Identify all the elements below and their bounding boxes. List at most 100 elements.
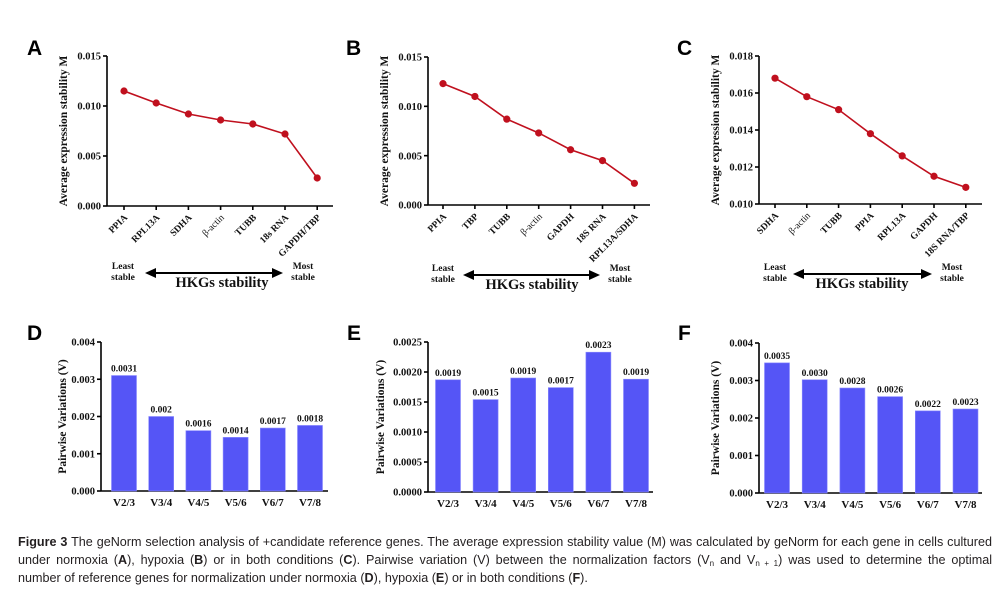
y-tick-label: 0.0000	[393, 488, 422, 499]
x-tick-label: β-actin	[787, 211, 813, 237]
y-tick-label: 0.003	[71, 375, 95, 386]
caption-text: number of reference genes for normalizat…	[18, 571, 365, 585]
most-stable-label-line1: Most	[293, 262, 314, 272]
bar	[585, 351, 612, 493]
data-point	[630, 179, 639, 187]
most-stable-label-line2: stable	[608, 275, 632, 285]
data-point	[120, 87, 128, 95]
y-tick-label: 0.018	[729, 52, 753, 63]
caption-bold-text: D	[364, 571, 374, 585]
y-tick-label: 0.015	[398, 53, 422, 64]
x-tick-label: V2/3	[766, 499, 789, 511]
caption-bold-text: F	[572, 571, 581, 585]
caption-subscript: n	[709, 559, 715, 568]
panel-f: F 0.000 0.001 0.002 0.003 0.004 Pairwise Varia…	[678, 322, 982, 511]
bar-value-label: 0.0023	[952, 398, 978, 408]
data-point	[503, 115, 511, 123]
bar-value-label: 0.0030	[802, 369, 828, 379]
data-point	[898, 152, 906, 160]
caption-text: ) was used to determine the optimal	[778, 553, 992, 567]
y-tick-label: 0.005	[77, 152, 101, 163]
bar	[510, 377, 537, 493]
data-point	[535, 129, 543, 137]
bar-value-label: 0.0026	[877, 386, 903, 396]
x-tick-label: SDHA	[755, 211, 781, 237]
data-point	[152, 99, 160, 107]
caption-text: and V	[714, 553, 756, 567]
data-point	[217, 116, 225, 124]
x-tick-label: V3/4	[475, 498, 498, 510]
data-point	[803, 93, 811, 101]
panel-e: E 0.0000 0.0005 0.0010 0.0015 0.0020 0.0025 Pai…	[347, 322, 653, 510]
x-tick-label: V7/8	[625, 498, 648, 510]
bar-value-label: 0.0019	[435, 369, 461, 379]
bar-value-label: 0.0035	[764, 352, 790, 362]
x-tick-label: 18s RNA	[258, 213, 291, 246]
y-tick-label: 0.012	[729, 163, 753, 174]
most-stable-label-line2: stable	[940, 274, 964, 284]
x-tick-label: V6/7	[262, 497, 285, 509]
x-tick-label: V7/8	[955, 499, 978, 511]
bar	[547, 387, 574, 493]
y-tick-label: 0.010	[77, 102, 101, 113]
caption-bold-text: B	[194, 553, 204, 567]
y-tick-label: 0.010	[729, 200, 753, 211]
bar	[914, 410, 941, 494]
x-tick-label: V5/6	[225, 497, 248, 509]
bar	[764, 362, 790, 494]
caption-text: The geNorm selection analysis of +candid…	[67, 535, 992, 549]
caption-text: ). Pairwise variation (V) between the no…	[352, 553, 710, 567]
hkgs-stability-label: HKGs stability	[815, 276, 909, 292]
y-tick-label: 0.016	[729, 89, 753, 100]
panel-c: C 0.010 0.012 0.014 0.016 0.018 Average expres…	[677, 37, 982, 292]
x-tick-label: V4/5	[187, 497, 210, 509]
bar	[222, 437, 249, 492]
caption-bold-text: Figure 3	[18, 535, 68, 549]
y-tick-label: 0.000	[729, 489, 753, 500]
y-tick-label: 0.004	[71, 338, 95, 349]
data-point	[567, 146, 575, 154]
y-axis-title: Pairwise Variations (V)	[375, 360, 387, 475]
bar-value-label: 0.0022	[915, 400, 941, 410]
arrow-right-icon	[921, 269, 932, 279]
least-stable-label-line2: stable	[111, 273, 135, 283]
panel-letter: F	[678, 322, 691, 345]
x-tick-label: V3/4	[804, 499, 827, 511]
data-point	[930, 172, 938, 180]
y-tick-label: 0.0005	[393, 458, 422, 469]
data-point	[771, 74, 779, 82]
caption-bold-text: A	[117, 553, 128, 567]
bar	[623, 378, 649, 493]
bar	[435, 379, 461, 493]
y-tick-label: 0.000	[77, 202, 101, 213]
x-tick-label: TUBB	[819, 211, 845, 237]
x-tick-label: V5/6	[550, 498, 573, 510]
y-tick-label: 0.0010	[393, 428, 422, 439]
x-tick-label: TUBB	[488, 212, 514, 238]
caption-bold-text: C	[343, 553, 353, 567]
x-tick-label: PPIA	[426, 212, 449, 235]
y-tick-label: 0.0025	[393, 338, 422, 349]
y-tick-label: 0.000	[398, 201, 422, 212]
caption-bold-text: E	[435, 571, 445, 585]
most-stable-label-line1: Most	[610, 264, 631, 274]
least-stable-label-line1: Least	[432, 264, 455, 274]
caption-subscript: n + 1	[755, 559, 779, 568]
arrow-left-icon	[793, 269, 804, 279]
caption-text: ), hypoxia (	[373, 571, 436, 585]
least-stable-label-line2: stable	[431, 275, 455, 285]
data-point	[471, 92, 479, 101]
data-point	[184, 110, 192, 118]
x-tick-label: V6/7	[917, 499, 940, 511]
x-tick-label: PPIA	[854, 211, 877, 234]
x-tick-label: β-actin	[519, 212, 545, 238]
y-axis-title: Pairwise Variations (V)	[710, 361, 722, 476]
bar-value-label: 0.0028	[839, 377, 865, 387]
y-axis-title: Pairwise Variations (V)	[57, 359, 69, 474]
caption-line: Figure 3 The geNorm selection analysis o…	[18, 533, 992, 551]
x-tick-label: V4/5	[512, 498, 535, 510]
y-axis-title: Average expression stability M	[710, 55, 722, 206]
arrow-right-icon	[589, 270, 600, 280]
x-tick-label: V6/7	[587, 498, 610, 510]
